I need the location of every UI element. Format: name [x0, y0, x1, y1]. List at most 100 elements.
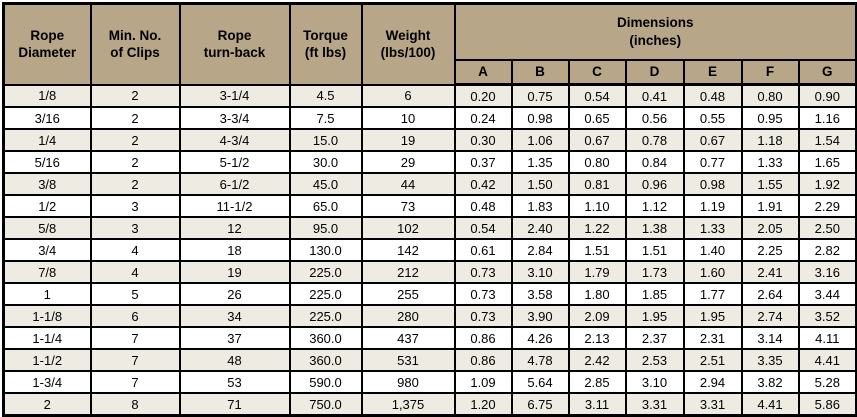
table-cell: 0.30 [453, 128, 513, 152]
table-cell: 0.48 [682, 83, 743, 108]
table-cell: 280 [360, 304, 456, 328]
table-cell: 0.54 [567, 83, 627, 108]
table-cell: 1.18 [740, 128, 800, 152]
table-cell: 2.42 [567, 348, 627, 372]
table-cell: 4.26 [510, 326, 570, 350]
table-cell: 44 [360, 172, 456, 196]
table-cell: 2.64 [740, 282, 800, 306]
table-cell: 1.33 [740, 150, 800, 174]
table-cell: 130.0 [288, 238, 363, 262]
table-cell: 2.09 [567, 304, 627, 328]
table-cell: 19 [360, 128, 456, 152]
table-cell: 1 [2, 282, 92, 306]
table-cell: 1.54 [797, 128, 857, 152]
table-cell: 4.11 [797, 326, 857, 350]
table-cell: 4.5 [288, 83, 363, 108]
table-cell: 2 [2, 392, 92, 417]
table-cell: 255 [360, 282, 456, 306]
table-cell: 0.20 [453, 83, 513, 108]
table-cell: 2.53 [624, 348, 685, 372]
table-cell: 29 [360, 150, 456, 174]
table-cell: 53 [178, 370, 291, 394]
table-cell: 2.84 [510, 238, 570, 262]
table-cell: 0.67 [682, 128, 743, 152]
table-cell: 11-1/2 [178, 194, 291, 218]
table-cell: 1.40 [682, 238, 743, 262]
table-cell: 2.31 [682, 326, 743, 350]
table-cell: 5 [89, 282, 181, 306]
table-cell: 8 [89, 392, 181, 417]
table-cell: 1.38 [624, 216, 685, 240]
table-cell: 1.16 [797, 106, 857, 130]
table-cell: 0.75 [510, 83, 570, 108]
table-cell: 1-1/2 [2, 348, 92, 372]
table-cell: 1.51 [567, 238, 627, 262]
table-cell: 1-1/8 [2, 304, 92, 328]
table-cell: 4 [89, 238, 181, 262]
table-cell: 360.0 [288, 326, 363, 350]
table-row: 5/16 2 5-1/2 30.0 29 0.37 1.35 0.80 0.84 0.77 1.33… [2, 150, 857, 174]
table-cell: 4-3/4 [178, 128, 291, 152]
table-cell: 2 [89, 106, 181, 130]
table-cell: 531 [360, 348, 456, 372]
table-cell: 0.54 [453, 216, 513, 240]
table-cell: 0.80 [740, 83, 800, 108]
table-cell: 0.55 [682, 106, 743, 130]
table-cell: 30.0 [288, 150, 363, 174]
table-cell: 73 [360, 194, 456, 218]
table-cell: 0.56 [624, 106, 685, 130]
table-row: 7/8 4 19 225.0 212 0.73 3.10 1.79 1.73 1.60 2.41 3.… [2, 260, 857, 284]
table-cell: 3.31 [682, 392, 743, 417]
table-cell: 3/16 [2, 106, 92, 130]
table-cell: 15.0 [288, 128, 363, 152]
col-header-weight: Weight (lbs/100) [360, 2, 456, 86]
table-cell: 1.20 [453, 392, 513, 417]
table-cell: 0.48 [453, 194, 513, 218]
table-cell: 0.77 [682, 150, 743, 174]
table-cell: 7 [89, 370, 181, 394]
col-group-header-dimensions: Dimensions (inches) [453, 2, 857, 61]
table-cell: 7.5 [288, 106, 363, 130]
table-row: 3/16 2 3-3/4 7.5 10 0.24 0.98 0.65 0.56 0.55 0.95 1… [2, 106, 857, 130]
table-cell: 0.96 [624, 172, 685, 196]
table-cell: 3/8 [2, 172, 92, 196]
table-cell: 37 [178, 326, 291, 350]
table-cell: 3.90 [510, 304, 570, 328]
col-header-dim-f: F [740, 58, 800, 86]
table-cell: 6 [89, 304, 181, 328]
col-header-min-no-of-clips: Min. No. of Clips [89, 2, 181, 86]
table-cell: 212 [360, 260, 456, 284]
col-header-dim-g: G [797, 58, 857, 86]
table-cell: 95.0 [288, 216, 363, 240]
table-cell: 1.50 [510, 172, 570, 196]
table-row: 1 5 26 225.0 255 0.73 3.58 1.80 1.85 1.77 2.64 3.44 [2, 282, 857, 306]
table-cell: 1-1/4 [2, 326, 92, 350]
table-cell: 2.94 [682, 370, 743, 394]
table-cell: 1.83 [510, 194, 570, 218]
table-cell: 3.44 [797, 282, 857, 306]
table-body: 1/8 2 3-1/4 4.5 6 0.20 0.75 0.54 0.41 0.48 0.80 0.9… [2, 83, 857, 417]
table-cell: 750.0 [288, 392, 363, 417]
table-cell: 6-1/2 [178, 172, 291, 196]
table-cell: 0.95 [740, 106, 800, 130]
table-cell: 26 [178, 282, 291, 306]
table-cell: 3.35 [740, 348, 800, 372]
table-cell: 5/8 [2, 216, 92, 240]
col-header-dim-a: A [453, 58, 513, 86]
table-cell: 1/2 [2, 194, 92, 218]
table-cell: 980 [360, 370, 456, 394]
table-cell: 2.50 [797, 216, 857, 240]
table-cell: 0.73 [453, 260, 513, 284]
table-cell: 1.51 [624, 238, 685, 262]
table-row: 3/4 4 18 130.0 142 0.61 2.84 1.51 1.51 1.40 2.25 2.… [2, 238, 857, 262]
table-cell: 360.0 [288, 348, 363, 372]
table-cell: 1.09 [453, 370, 513, 394]
table-cell: 1.95 [682, 304, 743, 328]
table-cell: 0.78 [624, 128, 685, 152]
table-row: 5/8 3 12 95.0 102 0.54 2.40 1.22 1.38 1.33 2.05 2.5… [2, 216, 857, 240]
table-cell: 65.0 [288, 194, 363, 218]
table-cell: 12 [178, 216, 291, 240]
table-cell: 437 [360, 326, 456, 350]
